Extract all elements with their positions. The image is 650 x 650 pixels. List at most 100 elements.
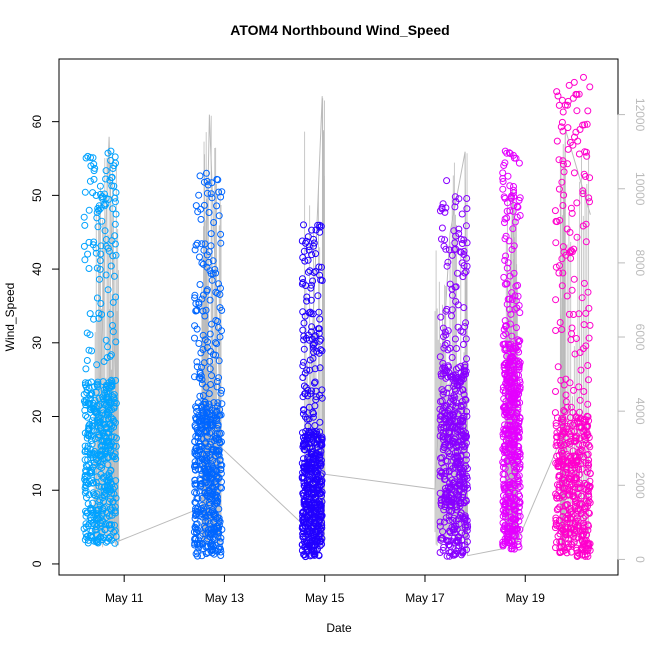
data-point xyxy=(90,450,98,458)
data-point xyxy=(459,386,466,394)
data-point xyxy=(299,254,307,261)
data-point xyxy=(456,482,464,490)
data-point xyxy=(105,195,113,203)
data-point xyxy=(449,401,457,409)
data-point xyxy=(566,228,574,236)
data-point xyxy=(458,398,466,405)
data-point xyxy=(586,321,594,329)
data-point xyxy=(191,523,199,531)
data-point xyxy=(90,491,98,499)
data-point xyxy=(86,514,94,521)
data-point xyxy=(192,202,200,210)
data-point xyxy=(463,546,470,554)
data-point xyxy=(111,232,119,240)
data-point xyxy=(586,540,594,548)
data-point xyxy=(102,486,110,494)
data-point xyxy=(458,240,466,247)
data-point xyxy=(196,392,204,400)
data-point xyxy=(108,174,116,182)
data-point xyxy=(212,339,219,347)
data-point xyxy=(559,127,567,135)
data-point xyxy=(107,157,115,164)
data-point xyxy=(304,268,312,276)
data-point xyxy=(451,463,459,471)
data-point xyxy=(556,472,564,480)
data-point xyxy=(308,534,316,542)
data-point xyxy=(196,483,204,491)
data-point xyxy=(501,426,509,434)
data-point xyxy=(216,304,224,312)
data-point xyxy=(516,337,524,345)
data-point xyxy=(215,374,223,382)
data-point xyxy=(208,179,216,187)
data-point xyxy=(448,486,456,494)
data-point xyxy=(451,478,459,486)
data-point xyxy=(560,168,568,176)
data-point xyxy=(214,533,222,541)
data-point xyxy=(501,371,509,379)
data-point xyxy=(446,405,453,413)
data-point xyxy=(575,383,583,391)
data-point xyxy=(92,388,100,396)
data-point xyxy=(580,279,588,287)
data-point xyxy=(191,334,198,342)
data-point xyxy=(586,470,594,478)
data-point xyxy=(97,300,105,307)
data-point xyxy=(96,182,104,190)
data-point xyxy=(442,307,450,315)
x-tick-label: May 11 xyxy=(105,591,144,605)
data-point xyxy=(503,149,511,157)
data-point xyxy=(193,325,201,333)
data-point xyxy=(207,526,215,534)
data-point xyxy=(307,296,315,304)
data-point xyxy=(462,222,470,230)
data-point xyxy=(200,246,208,254)
data-point xyxy=(105,469,113,477)
data-point xyxy=(200,522,208,530)
data-point xyxy=(552,516,560,524)
data-point xyxy=(192,241,200,249)
data-point xyxy=(508,458,516,465)
data-point xyxy=(436,518,444,526)
data-point xyxy=(499,458,507,466)
data-point xyxy=(216,333,224,341)
data-point xyxy=(87,390,95,398)
data-point xyxy=(105,521,113,529)
data-point xyxy=(573,499,581,507)
data-point xyxy=(101,202,109,210)
data-point xyxy=(308,387,315,395)
data-point xyxy=(580,73,587,81)
data-point xyxy=(452,232,460,240)
data-point xyxy=(445,421,453,428)
data-point xyxy=(99,420,107,428)
data-point xyxy=(577,414,584,422)
data-point xyxy=(452,387,459,395)
data-point xyxy=(499,463,507,471)
series-5 xyxy=(551,73,594,560)
data-point xyxy=(310,333,318,341)
data-point xyxy=(450,380,458,388)
data-point xyxy=(573,526,581,534)
data-point xyxy=(308,226,316,234)
data-point xyxy=(317,441,325,449)
data-point xyxy=(301,257,309,265)
data-point xyxy=(217,548,225,556)
data-point xyxy=(311,332,319,340)
data-point xyxy=(570,78,578,86)
data-point xyxy=(213,340,221,348)
data-point xyxy=(304,487,312,495)
data-point xyxy=(582,309,590,317)
data-point xyxy=(582,238,590,246)
data-point xyxy=(442,514,450,522)
data-point xyxy=(191,463,198,471)
data-point xyxy=(300,319,308,327)
data-point xyxy=(208,506,216,514)
y2-tick-label: 12000 xyxy=(633,98,647,132)
data-point xyxy=(566,139,574,146)
data-point xyxy=(584,526,592,534)
data-point xyxy=(436,549,444,556)
data-point xyxy=(573,510,581,518)
data-point xyxy=(500,273,508,281)
data-point xyxy=(102,336,110,344)
data-point xyxy=(305,415,313,423)
